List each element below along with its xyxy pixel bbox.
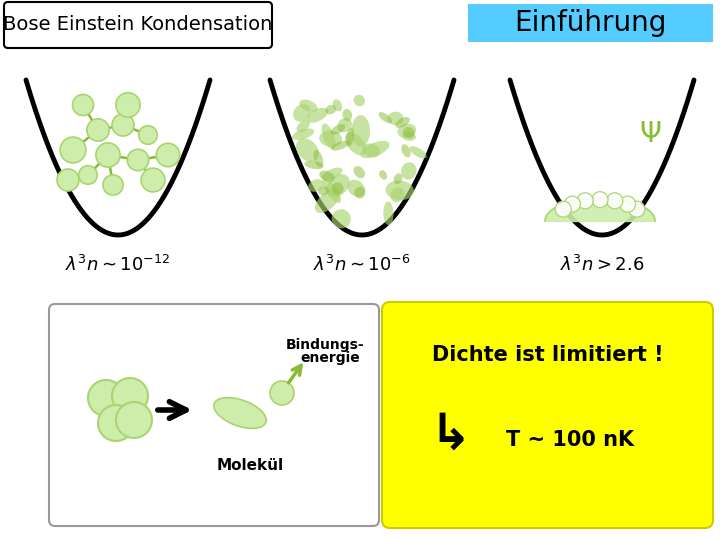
Ellipse shape bbox=[293, 104, 311, 122]
Ellipse shape bbox=[297, 120, 310, 132]
Circle shape bbox=[116, 93, 140, 117]
Circle shape bbox=[270, 381, 294, 405]
Ellipse shape bbox=[323, 178, 341, 203]
Ellipse shape bbox=[307, 108, 328, 123]
Ellipse shape bbox=[315, 189, 340, 213]
Circle shape bbox=[127, 149, 149, 171]
Ellipse shape bbox=[354, 166, 365, 178]
Ellipse shape bbox=[361, 141, 390, 158]
Ellipse shape bbox=[343, 109, 352, 121]
Ellipse shape bbox=[354, 187, 365, 199]
Circle shape bbox=[57, 169, 79, 191]
Ellipse shape bbox=[390, 187, 405, 202]
Ellipse shape bbox=[300, 100, 318, 112]
Ellipse shape bbox=[296, 138, 319, 161]
Ellipse shape bbox=[332, 209, 351, 228]
Circle shape bbox=[156, 143, 180, 167]
Text: Molekül: Molekül bbox=[217, 457, 284, 472]
Ellipse shape bbox=[313, 150, 323, 167]
Circle shape bbox=[564, 196, 580, 212]
Ellipse shape bbox=[403, 127, 415, 138]
Circle shape bbox=[78, 166, 97, 184]
Ellipse shape bbox=[319, 171, 335, 182]
Ellipse shape bbox=[397, 124, 416, 138]
Ellipse shape bbox=[308, 179, 324, 192]
Ellipse shape bbox=[305, 161, 324, 169]
Circle shape bbox=[116, 402, 152, 438]
Ellipse shape bbox=[351, 115, 370, 147]
Ellipse shape bbox=[318, 186, 329, 195]
Ellipse shape bbox=[402, 132, 416, 141]
Ellipse shape bbox=[337, 118, 352, 132]
Ellipse shape bbox=[331, 140, 349, 151]
Ellipse shape bbox=[319, 131, 342, 147]
Circle shape bbox=[103, 175, 123, 195]
Circle shape bbox=[555, 201, 571, 217]
Ellipse shape bbox=[362, 144, 380, 157]
Text: $\lambda^3n > 2.6$: $\lambda^3n > 2.6$ bbox=[560, 255, 644, 275]
Circle shape bbox=[607, 193, 623, 209]
Ellipse shape bbox=[401, 144, 410, 158]
Ellipse shape bbox=[327, 174, 350, 197]
Ellipse shape bbox=[387, 112, 403, 125]
Text: energie: energie bbox=[300, 351, 360, 365]
Ellipse shape bbox=[395, 117, 410, 128]
Circle shape bbox=[96, 143, 120, 167]
Circle shape bbox=[87, 119, 109, 141]
Circle shape bbox=[98, 405, 134, 441]
Circle shape bbox=[88, 380, 124, 416]
Text: Einführung: Einführung bbox=[514, 9, 666, 37]
Circle shape bbox=[577, 193, 593, 209]
Circle shape bbox=[73, 94, 94, 116]
Ellipse shape bbox=[354, 94, 365, 106]
Circle shape bbox=[139, 126, 157, 144]
Ellipse shape bbox=[385, 180, 414, 200]
Ellipse shape bbox=[379, 112, 392, 123]
Circle shape bbox=[141, 168, 165, 192]
Circle shape bbox=[60, 137, 86, 163]
Text: Bindungs-: Bindungs- bbox=[286, 338, 364, 352]
Ellipse shape bbox=[383, 201, 394, 225]
Circle shape bbox=[112, 114, 134, 136]
Ellipse shape bbox=[214, 397, 266, 428]
Text: Bose Einstein Kondensation: Bose Einstein Kondensation bbox=[4, 16, 273, 35]
Text: Dichte ist limitiert !: Dichte ist limitiert ! bbox=[432, 345, 663, 365]
FancyBboxPatch shape bbox=[382, 302, 713, 528]
Ellipse shape bbox=[332, 183, 343, 195]
Text: $\Psi$: $\Psi$ bbox=[639, 122, 661, 148]
Text: ↳: ↳ bbox=[429, 411, 471, 459]
Ellipse shape bbox=[347, 180, 365, 197]
Ellipse shape bbox=[322, 124, 336, 149]
Ellipse shape bbox=[333, 99, 342, 111]
Ellipse shape bbox=[322, 167, 343, 180]
Ellipse shape bbox=[345, 132, 366, 156]
Circle shape bbox=[620, 196, 636, 212]
Text: $\lambda^3n \sim 10^{-12}$: $\lambda^3n \sim 10^{-12}$ bbox=[66, 255, 171, 275]
Ellipse shape bbox=[292, 129, 314, 140]
Ellipse shape bbox=[330, 124, 346, 135]
Ellipse shape bbox=[325, 105, 336, 114]
Text: $\lambda^3n \sim 10^{-6}$: $\lambda^3n \sim 10^{-6}$ bbox=[313, 255, 411, 275]
Ellipse shape bbox=[394, 173, 402, 184]
FancyBboxPatch shape bbox=[49, 304, 379, 526]
Ellipse shape bbox=[346, 127, 354, 147]
Ellipse shape bbox=[401, 162, 417, 180]
FancyBboxPatch shape bbox=[4, 2, 272, 48]
Circle shape bbox=[592, 192, 608, 208]
Text: T ~ 100 nK: T ~ 100 nK bbox=[506, 430, 634, 450]
FancyBboxPatch shape bbox=[468, 4, 713, 42]
Circle shape bbox=[629, 201, 644, 217]
Circle shape bbox=[112, 378, 148, 414]
Ellipse shape bbox=[410, 146, 427, 158]
Ellipse shape bbox=[379, 170, 387, 180]
